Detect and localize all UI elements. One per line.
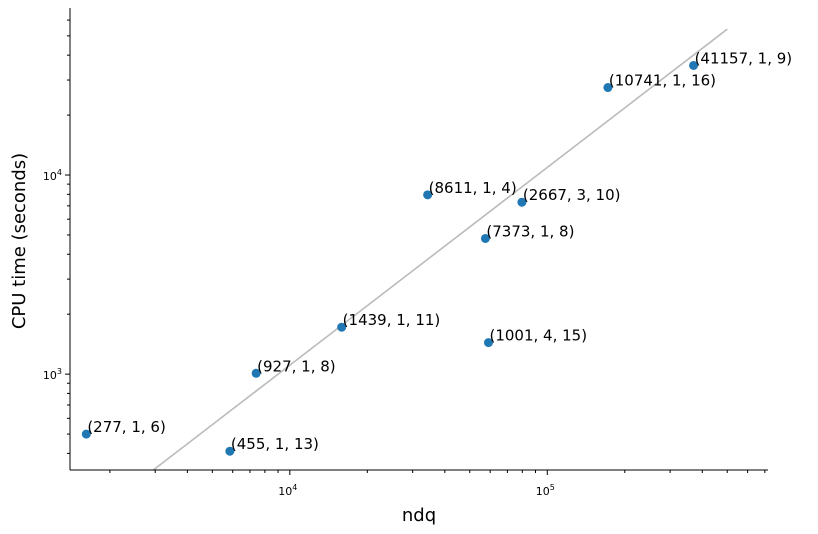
x-axis-ticks: 104 105	[109, 470, 766, 498]
data-point	[480, 233, 490, 243]
y-tick-label: 103	[43, 367, 62, 382]
data-point-label: (2667, 3, 10)	[523, 186, 621, 204]
x-tick-label: 105	[536, 483, 555, 498]
data-point	[483, 338, 493, 348]
data-point-label: (8611, 1, 4)	[429, 179, 517, 197]
data-point	[225, 446, 235, 456]
x-axis-label: ndq	[402, 505, 436, 526]
data-point-label: (7373, 1, 8)	[486, 222, 574, 240]
data-point-label: (41157, 1, 9)	[695, 49, 793, 67]
data-point	[603, 83, 613, 93]
data-point	[337, 322, 347, 332]
data-point-label: (927, 1, 8)	[257, 357, 336, 375]
data-point	[423, 190, 433, 200]
trend-line	[152, 28, 728, 471]
data-point-label: (1001, 4, 15)	[489, 327, 587, 345]
data-point	[251, 368, 261, 378]
y-tick-label: 104	[43, 168, 62, 183]
data-point	[517, 197, 527, 207]
x-tick-label: 104	[278, 483, 297, 498]
y-axis-ticks: 103 104	[43, 19, 70, 454]
plot-area: (277, 1, 6) (455, 1, 13) (927, 1, 8) (1439,…	[81, 28, 793, 471]
data-point	[81, 429, 91, 439]
data-point-label: (455, 1, 13)	[231, 435, 319, 453]
data-point-label: (1439, 1, 11)	[343, 311, 441, 329]
y-axis-label: CPU time (seconds)	[9, 153, 30, 329]
data-point	[689, 60, 699, 70]
data-point-label: (277, 1, 6)	[87, 418, 166, 436]
data-point-label: (10741, 1, 16)	[609, 72, 716, 90]
